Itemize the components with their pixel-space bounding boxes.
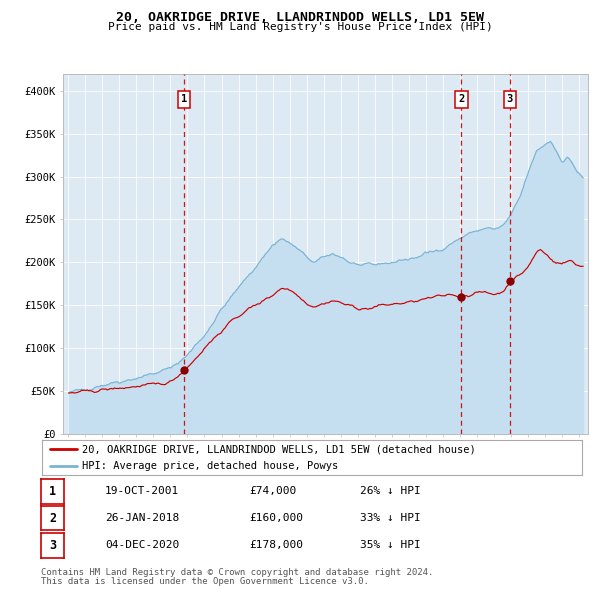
Text: 35% ↓ HPI: 35% ↓ HPI bbox=[360, 540, 421, 550]
Text: 2: 2 bbox=[49, 512, 56, 525]
Text: 1: 1 bbox=[181, 94, 187, 104]
Text: £160,000: £160,000 bbox=[249, 513, 303, 523]
Text: 04-DEC-2020: 04-DEC-2020 bbox=[105, 540, 179, 550]
Text: 1: 1 bbox=[49, 485, 56, 498]
Text: This data is licensed under the Open Government Licence v3.0.: This data is licensed under the Open Gov… bbox=[41, 577, 369, 586]
Text: £178,000: £178,000 bbox=[249, 540, 303, 550]
Text: 26-JAN-2018: 26-JAN-2018 bbox=[105, 513, 179, 523]
Text: 33% ↓ HPI: 33% ↓ HPI bbox=[360, 513, 421, 523]
Text: 19-OCT-2001: 19-OCT-2001 bbox=[105, 487, 179, 496]
Text: 20, OAKRIDGE DRIVE, LLANDRINDOD WELLS, LD1 5EW: 20, OAKRIDGE DRIVE, LLANDRINDOD WELLS, L… bbox=[116, 11, 484, 24]
Text: 3: 3 bbox=[49, 539, 56, 552]
Text: 2: 2 bbox=[458, 94, 464, 104]
Text: 20, OAKRIDGE DRIVE, LLANDRINDOD WELLS, LD1 5EW (detached house): 20, OAKRIDGE DRIVE, LLANDRINDOD WELLS, L… bbox=[83, 444, 476, 454]
Text: 3: 3 bbox=[507, 94, 513, 104]
Text: £74,000: £74,000 bbox=[249, 487, 296, 496]
Text: Price paid vs. HM Land Registry's House Price Index (HPI): Price paid vs. HM Land Registry's House … bbox=[107, 22, 493, 32]
Text: 26% ↓ HPI: 26% ↓ HPI bbox=[360, 487, 421, 496]
Text: Contains HM Land Registry data © Crown copyright and database right 2024.: Contains HM Land Registry data © Crown c… bbox=[41, 568, 434, 577]
Text: HPI: Average price, detached house, Powys: HPI: Average price, detached house, Powy… bbox=[83, 461, 339, 471]
